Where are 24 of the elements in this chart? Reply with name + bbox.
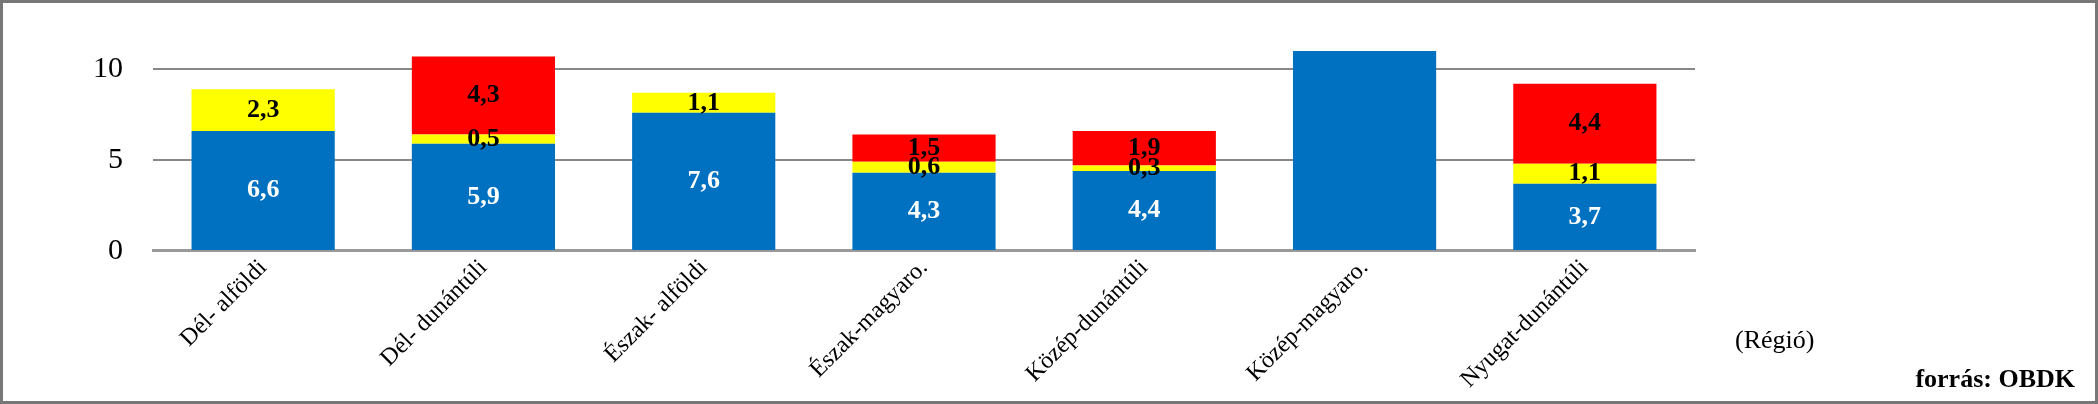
data-label: 1,1 (687, 86, 720, 116)
data-label: 6,6 (246, 174, 280, 204)
data-label: 5,9 (467, 180, 500, 210)
bar (1292, 51, 1437, 250)
bar (191, 89, 335, 131)
y-tick-label: 5 (108, 140, 123, 174)
text: forrás: OBDK (1915, 363, 2076, 393)
data-label: 4,4 (1568, 107, 1602, 137)
bar (632, 92, 776, 113)
bar (1513, 83, 1657, 164)
data-label: 1,1 (1568, 157, 1602, 187)
y-tick-label: 10 (93, 50, 123, 84)
bar (1513, 163, 1657, 184)
data-label: 4,3 (467, 79, 500, 109)
data-label: 4,4 (1128, 194, 1161, 224)
data-label: 3,7 (1568, 200, 1602, 230)
x-axis-title: (Régió) (1735, 324, 1815, 354)
data-label: 2,3 (246, 93, 280, 123)
y-tick-label: 0 (108, 231, 123, 265)
data-label: 7,6 (687, 165, 720, 195)
data-label: 4,3 (907, 195, 941, 225)
bar (632, 112, 776, 250)
bar (1513, 183, 1657, 250)
bar (191, 130, 335, 250)
